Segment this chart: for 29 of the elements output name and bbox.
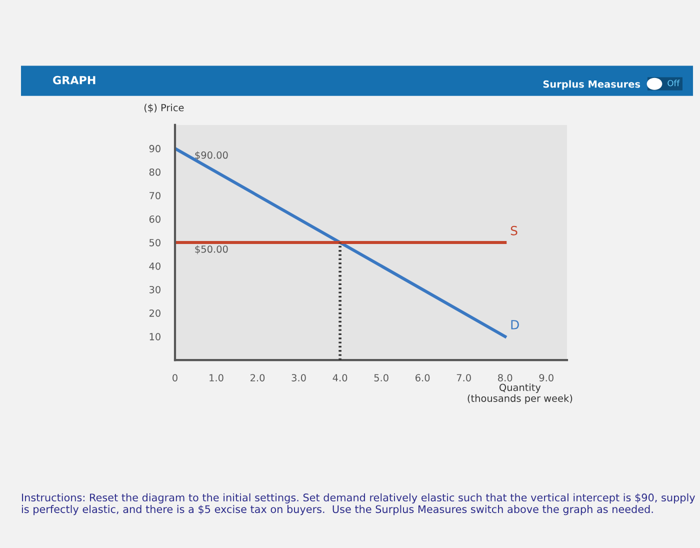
annotation: $50.00 xyxy=(195,245,228,254)
y-tick-label: 40 xyxy=(149,262,160,270)
x-tick-label: 2.0 xyxy=(250,374,265,382)
text: GRAPH xyxy=(53,76,96,84)
text: Surplus Measures xyxy=(543,80,640,90)
x-tick-label: 7.0 xyxy=(456,374,471,382)
y-axis-title: ($) Price xyxy=(144,104,184,113)
y-tick-label: 60 xyxy=(149,215,160,223)
series-label: S xyxy=(510,226,518,236)
y-tick-label: 50 xyxy=(149,238,160,246)
x-tick-label: 5.0 xyxy=(374,374,388,382)
x-tick-label: 0 xyxy=(172,374,178,382)
x-tick-label: 4.0 xyxy=(332,374,348,382)
text: Instructions: Reset the diagram to the initial settings. Set demand relatively elastic such that the vertical intercept is $90, supply is perfectly elastic, and there is a $5 excise tax on buyers. Use the Surplus Measures switch above the graph as needed. xyxy=(22,493,696,516)
series-label: D xyxy=(511,320,519,330)
x-axis-title: Quantity (thousands per week) xyxy=(468,384,572,404)
y-tick-label: 30 xyxy=(149,286,160,294)
y-tick-label: 70 xyxy=(150,192,160,200)
x-tick-label: 1.0 xyxy=(210,374,224,382)
annotation: $90.00 xyxy=(195,151,228,160)
text: Off xyxy=(668,80,680,86)
x-tick-label: 6.0 xyxy=(416,374,430,382)
x-tick-label: 9.0 xyxy=(539,374,554,382)
y-tick-label: 20 xyxy=(149,309,160,317)
x-tick-label: 3.0 xyxy=(292,374,306,382)
y-tick-label: 90 xyxy=(149,144,160,152)
y-tick-label: 10 xyxy=(150,333,160,340)
y-tick-label: 80 xyxy=(149,168,160,176)
x-tick-label: 8.0 xyxy=(498,374,512,382)
